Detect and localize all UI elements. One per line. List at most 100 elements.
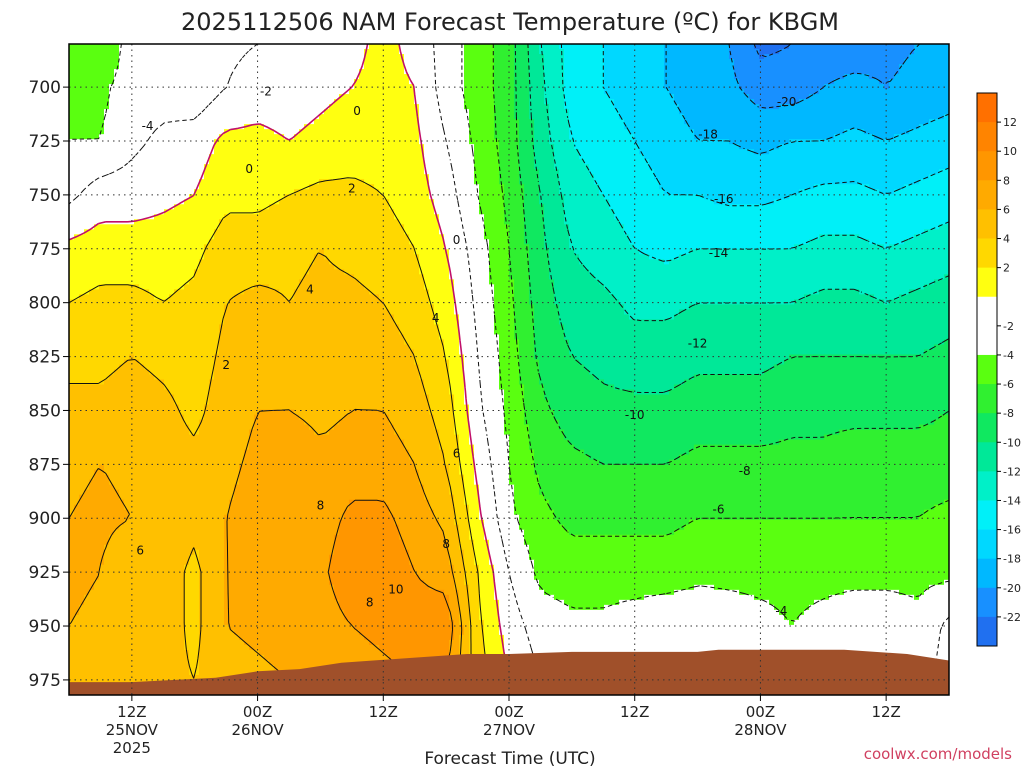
field-cell — [104, 554, 190, 561]
field-cell — [479, 494, 515, 501]
field-cell — [449, 469, 460, 476]
field-cell — [314, 254, 325, 260]
field-cell — [209, 154, 425, 160]
field-cell — [689, 519, 949, 526]
field-cell — [404, 334, 440, 341]
field-cell — [129, 509, 230, 516]
field-cell — [504, 394, 525, 401]
field-cell — [474, 449, 510, 456]
field-cell — [494, 579, 540, 586]
field-cell — [69, 614, 75, 621]
field-cell — [69, 419, 185, 426]
field-cell — [229, 509, 345, 516]
field-cell — [494, 594, 555, 601]
field-cell — [799, 189, 880, 195]
field-cell — [69, 254, 205, 260]
field-cell — [404, 539, 450, 546]
field-cell — [529, 104, 550, 110]
credit-link[interactable]: coolwx.com/models — [864, 745, 1012, 763]
field-cell — [514, 49, 530, 55]
field-cell — [69, 489, 85, 496]
field-cell — [539, 184, 560, 190]
field-cell — [474, 554, 490, 561]
y-tick-label: 925 — [29, 563, 61, 583]
field-cell — [569, 134, 635, 140]
field-cell — [504, 209, 525, 215]
contour-label: 8 — [442, 537, 450, 551]
field-cell — [69, 299, 230, 305]
field-cell — [69, 384, 165, 391]
field-cell — [544, 389, 635, 396]
field-cell — [839, 429, 949, 436]
field-cell — [224, 514, 345, 521]
field-cell — [424, 494, 455, 501]
colorbar-band — [977, 238, 997, 269]
field-cell — [934, 504, 949, 511]
field-cell — [184, 419, 200, 426]
field-cell — [539, 194, 565, 200]
field-cell — [569, 229, 625, 235]
field-cell — [249, 444, 405, 451]
field-cell — [494, 104, 515, 110]
field-cell — [349, 89, 415, 95]
field-cell — [824, 434, 949, 441]
field-cell — [454, 279, 490, 285]
field-cell — [124, 499, 230, 506]
field-cell — [509, 274, 530, 280]
field-cell — [504, 199, 525, 205]
field-cell — [579, 254, 650, 260]
field-cell — [199, 644, 250, 651]
field-cell — [459, 314, 495, 321]
field-cell — [434, 509, 455, 516]
x-tick-label: 00Z — [243, 703, 272, 721]
field-cell — [69, 604, 80, 611]
field-cell — [624, 309, 680, 316]
y-tick-label: 750 — [29, 186, 61, 206]
field-cell — [459, 339, 500, 346]
field-cell — [714, 584, 930, 591]
field-cell — [524, 209, 545, 215]
field-cell — [69, 174, 205, 180]
field-cell — [184, 609, 200, 616]
field-cell — [464, 359, 500, 366]
field-cell — [944, 339, 949, 346]
field-cell — [514, 284, 530, 290]
field-cell — [534, 354, 575, 361]
field-cell — [469, 529, 485, 536]
field-cell — [494, 99, 515, 105]
field-cell — [69, 59, 120, 65]
field-cell — [469, 119, 495, 125]
field-cell — [199, 619, 225, 626]
field-cell — [534, 344, 570, 351]
field-cell — [499, 609, 780, 616]
field-cell — [499, 624, 949, 631]
field-cell — [924, 229, 949, 235]
field-cell — [549, 104, 565, 110]
field-cell — [204, 244, 415, 250]
field-cell — [454, 404, 470, 411]
field-cell — [514, 54, 530, 60]
field-cell — [449, 254, 490, 260]
field-cell — [69, 169, 205, 175]
field-cell — [544, 244, 570, 250]
field-cell — [529, 284, 555, 290]
x-tick-label: 25NOV — [106, 721, 159, 739]
y-tick-label: 725 — [29, 132, 61, 152]
field-cell — [604, 84, 665, 90]
field-cell — [544, 224, 570, 230]
field-cell — [614, 104, 680, 110]
colorbar-band — [977, 616, 997, 647]
field-cell — [824, 84, 885, 90]
field-cell — [484, 234, 510, 240]
field-cell — [459, 604, 470, 611]
field-cell — [534, 574, 949, 581]
field-cell — [534, 449, 585, 456]
field-cell — [469, 124, 495, 130]
field-cell — [514, 319, 535, 326]
field-cell — [449, 639, 460, 646]
field-cell — [529, 289, 555, 295]
y-tick-label: 825 — [29, 348, 61, 368]
field-cell — [569, 344, 935, 351]
field-cell — [569, 109, 620, 115]
field-cell — [389, 414, 435, 421]
